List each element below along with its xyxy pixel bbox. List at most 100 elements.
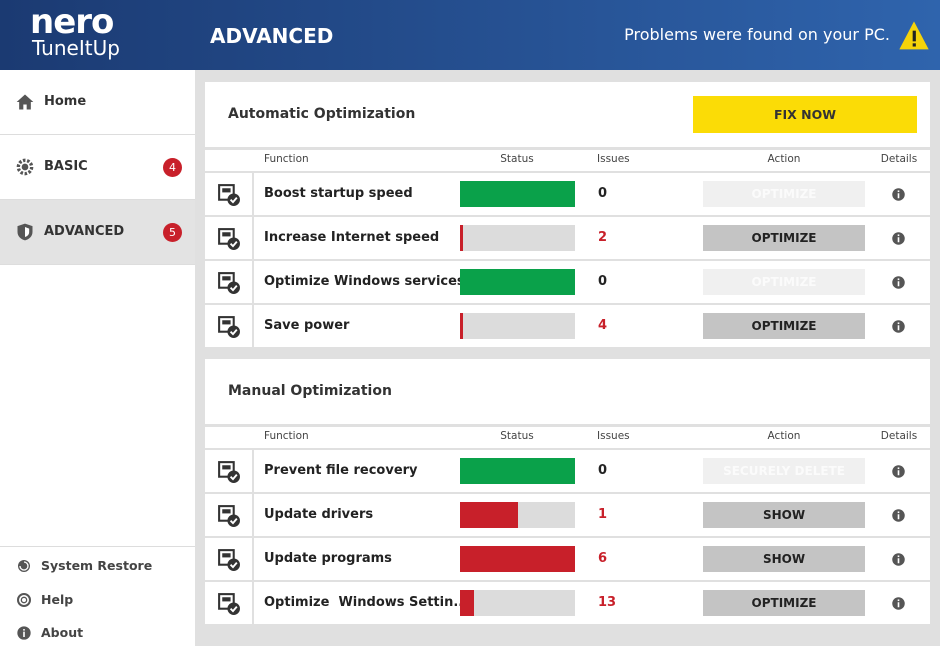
action-button[interactable]: OPTIMIZE [703,590,865,616]
action-button: OPTIMIZE [703,269,865,295]
footer-link[interactable]: About [41,625,84,640]
footer-link[interactable]: Help [41,591,74,607]
issues-count: 0 [598,463,608,478]
row-icon [216,226,241,251]
action-button[interactable]: OPTIMIZE [703,313,865,339]
nav-icon [15,92,35,112]
row-icon [216,182,241,207]
footer-icon[interactable] [16,558,32,574]
issues-count: 0 [598,186,608,201]
status-fill [460,225,463,251]
info-icon[interactable] [891,187,906,202]
icon [17,592,31,607]
icon [218,228,240,250]
nav-item[interactable]: ADVANCED 5 [0,200,195,265]
alert-icon[interactable] [896,20,932,52]
icon [218,505,240,527]
function-label: Optimize Windows Settin... [264,595,469,610]
column-header: Issues [597,153,630,165]
status-track [460,225,575,251]
page-title: ADVANCED [210,24,334,48]
function-label: Boost startup speed [264,186,413,201]
icon [899,21,929,50]
column-header: Details [880,153,918,165]
icon [16,94,34,110]
status-fill [460,269,575,295]
info-icon[interactable] [891,231,906,246]
footer-link[interactable]: System Restore [41,558,153,573]
nav-label: BASIC [44,159,88,174]
status-fill [460,181,575,207]
nav-item[interactable]: Home [0,70,195,135]
icon [16,158,34,176]
icon [218,461,240,483]
column-header-row [205,150,930,171]
info-icon[interactable] [891,552,906,567]
status-fill [460,502,518,528]
footer-icon[interactable] [16,592,32,608]
row-icon [216,547,241,572]
nav-badge: 5 [163,223,182,242]
info-icon[interactable] [891,464,906,479]
function-label: Optimize Windows services [264,274,465,289]
row-icon-cell [205,305,252,347]
function-label: Increase Internet speed [264,230,440,245]
nav-badge: 4 [163,158,182,177]
icon [218,272,240,294]
row-icon-cell [205,217,252,259]
row-icon [216,459,241,484]
info-icon[interactable] [891,319,906,334]
action-button[interactable]: SHOW [703,502,865,528]
column-header: Status [500,430,534,442]
icon [892,232,905,245]
status-fill [460,458,575,484]
info-icon[interactable] [891,596,906,611]
sidebar-divider [0,546,195,547]
issues-count: 0 [598,274,608,289]
icon [892,465,905,478]
column-header: Issues [597,430,630,442]
icon [218,184,240,206]
column-header: Action [767,430,801,442]
info-icon[interactable] [891,508,906,523]
status-fill [460,546,575,572]
column-header-row [205,427,930,448]
footer-icon[interactable] [16,625,32,641]
column-header: Function [264,430,309,442]
nav-icon [15,222,35,242]
function-label: Update programs [264,551,392,566]
logo: nero [30,2,114,42]
icon [17,626,31,640]
row-icon [216,314,241,339]
nav-item[interactable]: BASIC 4 [0,135,195,200]
icon [18,560,30,572]
alert-text: Problems were found on your PC. [624,25,890,44]
issues-count: 2 [598,230,608,245]
icon [892,276,905,289]
action-button[interactable]: OPTIMIZE [703,225,865,251]
column-header: Details [880,430,918,442]
function-label: Update drivers [264,507,374,522]
row-icon-cell [205,450,252,492]
icon [218,316,240,338]
issues-count: 13 [598,595,617,610]
icon [892,509,905,522]
row-icon-cell [205,582,252,624]
nav-label: ADVANCED [44,224,125,239]
status-track [460,313,575,339]
issues-count: 4 [598,318,608,333]
logo-sub: TuneItUp [32,36,120,60]
icon [218,593,240,615]
function-label: Save power [264,318,350,333]
info-icon[interactable] [891,275,906,290]
section-title: Automatic Optimization [228,106,416,122]
column-header: Function [264,153,309,165]
section-header [205,359,930,424]
fix-now-button[interactable]: FIX NOW [693,96,917,133]
action-button[interactable]: SHOW [703,546,865,572]
icon [892,597,905,610]
nav-label: Home [44,94,87,109]
row-icon-cell [205,538,252,580]
status-fill [460,313,463,339]
